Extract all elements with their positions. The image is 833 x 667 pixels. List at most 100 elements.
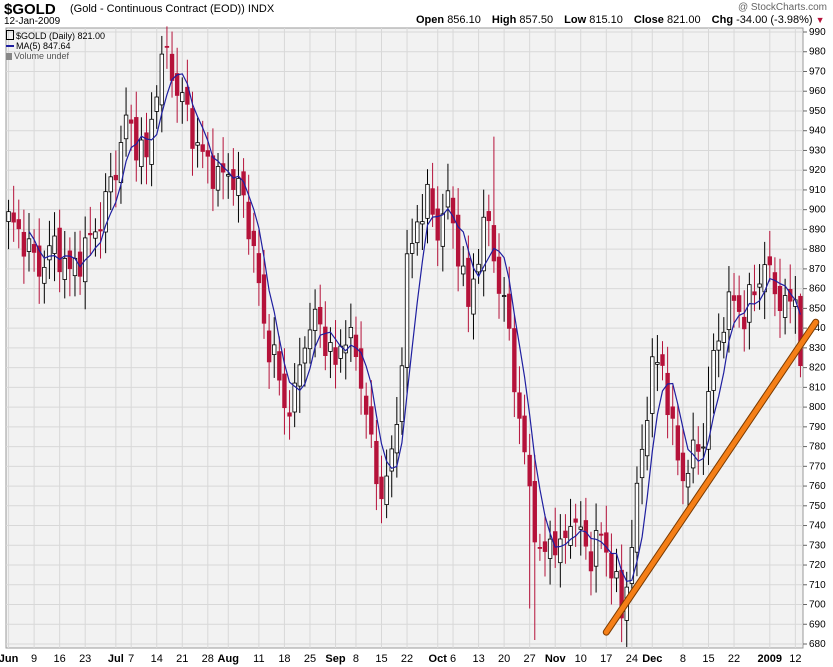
x-tick-label: 7 bbox=[128, 653, 134, 665]
candle-body bbox=[517, 392, 522, 419]
x-tick-label: 8 bbox=[680, 653, 686, 665]
plot-area bbox=[5, 27, 804, 649]
y-tick-label: 830 bbox=[809, 343, 826, 354]
candle-body bbox=[226, 174, 231, 177]
y-tick-label: 990 bbox=[809, 27, 826, 38]
x-tick-label: Oct bbox=[429, 653, 448, 665]
candle-body bbox=[563, 530, 568, 539]
legend-ma: MA(5) 847.64 bbox=[6, 41, 71, 51]
x-tick-label: 22 bbox=[728, 653, 740, 665]
candle-body bbox=[558, 538, 563, 564]
candle-body bbox=[297, 364, 302, 387]
x-tick-label: 27 bbox=[524, 653, 536, 665]
candle-body bbox=[333, 347, 338, 365]
x-tick-label: 6 bbox=[450, 653, 456, 665]
candle-body bbox=[379, 476, 384, 500]
candle-body bbox=[675, 425, 681, 461]
candle-body bbox=[481, 216, 486, 272]
candle-body bbox=[215, 166, 221, 191]
x-tick-label: 10 bbox=[575, 653, 587, 665]
x-tick-label: 20 bbox=[498, 653, 510, 665]
candle-body bbox=[476, 263, 481, 273]
y-tick-label: 940 bbox=[809, 126, 826, 137]
candle-body bbox=[123, 114, 129, 140]
y-tick-label: 740 bbox=[809, 521, 826, 532]
y-tick-label: 850 bbox=[809, 303, 826, 314]
legend-ma-icon bbox=[6, 45, 14, 47]
ohlc-quote: Open 856.10 High 857.50 Low 815.10 Close… bbox=[416, 14, 825, 26]
candle-body bbox=[455, 214, 461, 267]
y-tick-label: 860 bbox=[809, 284, 826, 295]
open-label: Open bbox=[416, 14, 445, 26]
candle-body bbox=[547, 538, 553, 559]
candle-body bbox=[435, 208, 440, 241]
candle-body bbox=[644, 420, 650, 457]
candle-body bbox=[501, 295, 507, 297]
candle-body bbox=[665, 372, 670, 416]
candle-body bbox=[614, 571, 619, 579]
candle-body bbox=[486, 211, 491, 222]
candle-body bbox=[139, 139, 144, 167]
candle-body bbox=[736, 295, 742, 312]
candle-body bbox=[568, 526, 573, 546]
x-tick-label: 24 bbox=[626, 653, 638, 665]
candle-body bbox=[128, 119, 134, 124]
legend-volume-icon bbox=[6, 53, 12, 60]
y-tick-label: 870 bbox=[809, 264, 826, 275]
candle-body bbox=[634, 482, 640, 553]
y-tick-label: 810 bbox=[809, 382, 826, 393]
legend-volume: Volume undef bbox=[6, 51, 69, 61]
candle-body bbox=[88, 233, 93, 236]
y-tick-label: 840 bbox=[809, 323, 826, 334]
candle-body bbox=[450, 197, 456, 224]
candle-body bbox=[348, 327, 354, 339]
x-tick-label: 14 bbox=[151, 653, 163, 665]
candle-body bbox=[256, 253, 262, 284]
candle-body bbox=[609, 553, 614, 579]
candle-body bbox=[180, 92, 185, 103]
y-tick-label: 920 bbox=[809, 165, 826, 176]
candle-body bbox=[389, 448, 394, 472]
candle-body bbox=[721, 331, 726, 343]
open-value: 856.10 bbox=[447, 14, 481, 26]
candle-body bbox=[353, 334, 359, 358]
x-tick-label: Jul bbox=[108, 653, 124, 665]
candle-body bbox=[108, 176, 113, 193]
y-tick-label: 680 bbox=[809, 639, 826, 650]
x-tick-label: 15 bbox=[375, 653, 387, 665]
candle-body bbox=[573, 518, 578, 523]
y-tick-label: 910 bbox=[809, 185, 826, 196]
x-tick-label: 12 bbox=[789, 653, 801, 665]
y-tick-label: 700 bbox=[809, 600, 826, 611]
candle-body bbox=[507, 293, 512, 329]
candle-body bbox=[639, 448, 645, 479]
x-tick-label: 18 bbox=[278, 653, 290, 665]
candle-body bbox=[491, 225, 497, 262]
candle-body bbox=[527, 454, 532, 487]
candle-body bbox=[588, 551, 594, 572]
candle-body bbox=[323, 326, 328, 356]
candle-body bbox=[777, 285, 783, 311]
candle-body bbox=[374, 440, 379, 485]
x-tick-label: 11 bbox=[253, 653, 264, 665]
candle-body bbox=[282, 373, 287, 409]
candle-body bbox=[62, 258, 67, 280]
candle-body bbox=[742, 316, 747, 330]
legend-price-icon bbox=[6, 30, 14, 40]
x-tick-label: 22 bbox=[401, 653, 413, 665]
candle-body bbox=[726, 291, 732, 331]
candle-body bbox=[593, 530, 599, 567]
candle-body bbox=[52, 235, 57, 254]
y-tick-label: 890 bbox=[809, 224, 826, 235]
candle-body bbox=[11, 212, 16, 223]
candle-body bbox=[522, 415, 527, 453]
candle-body bbox=[415, 221, 420, 244]
chg-value: -34.00 (-3.98%) bbox=[736, 14, 813, 26]
candle-body bbox=[16, 219, 21, 230]
x-tick-label: Jun bbox=[0, 653, 19, 665]
x-tick-label: Sep bbox=[325, 653, 345, 665]
x-tick-label: 21 bbox=[176, 653, 188, 665]
candle-body bbox=[670, 406, 675, 419]
candle-body bbox=[261, 274, 267, 324]
legend-price: $GOLD (Daily) 821.00 bbox=[6, 30, 105, 41]
